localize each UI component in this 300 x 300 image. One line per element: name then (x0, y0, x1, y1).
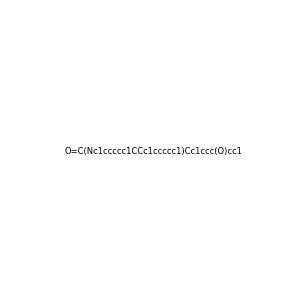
Text: O=C(Nc1ccccc1CCc1ccccc1)Cc1ccc(O)cc1: O=C(Nc1ccccc1CCc1ccccc1)Cc1ccc(O)cc1 (65, 147, 243, 156)
